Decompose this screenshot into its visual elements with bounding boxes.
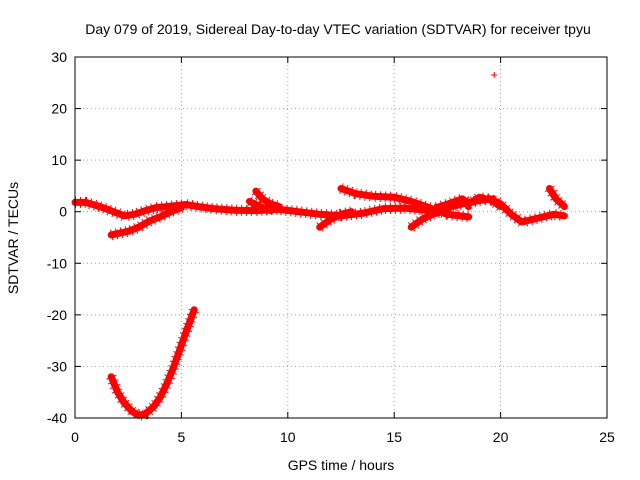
y-axis-label: SDTVAR / TECUs <box>5 182 21 294</box>
series-lower-arc <box>106 306 200 422</box>
y-tick-label: -30 <box>47 358 67 374</box>
y-tick-label: 30 <box>51 49 67 65</box>
x-tick-label: 0 <box>71 429 79 445</box>
data-point <box>491 72 498 79</box>
y-tick-label: 20 <box>51 101 67 117</box>
x-tick-label: 15 <box>386 429 402 445</box>
data-trace-marks <box>435 191 504 213</box>
chart-title: Day 079 of 2019, Sidereal Day-to-day VTE… <box>85 21 591 37</box>
data-trace <box>546 185 568 211</box>
x-tick-labels: 0 5 10 15 20 25 <box>71 429 615 445</box>
data-trace <box>407 206 451 231</box>
series-outlier <box>491 72 498 79</box>
series-mid-bump <box>251 187 283 212</box>
y-tick-label: 0 <box>59 204 67 220</box>
x-tick-label: 10 <box>280 429 296 445</box>
data-trace <box>246 197 275 215</box>
data-trace-marks <box>316 206 353 232</box>
data-trace <box>107 306 198 419</box>
x-tick-label: 20 <box>493 429 509 445</box>
series-slant-8h <box>246 196 275 216</box>
series-dip-16h <box>407 204 451 232</box>
series-wave-17h <box>433 191 505 213</box>
x-tick-label: 25 <box>599 429 615 445</box>
tick-marks <box>74 56 608 419</box>
series-main-band <box>71 193 568 228</box>
data-trace <box>107 204 185 239</box>
x-axis-label: GPS time / hours <box>288 457 395 473</box>
y-tick-labels: -40 -30 -20 -10 0 10 20 30 <box>47 49 67 426</box>
grid-lines <box>75 57 607 418</box>
x-tick-label: 5 <box>178 429 186 445</box>
series-lower-ramp <box>107 202 185 241</box>
y-tick-label: -20 <box>47 307 67 323</box>
y-tick-label: -40 <box>47 410 67 426</box>
data-trace-marks <box>251 187 281 212</box>
y-tick-label: 10 <box>51 152 67 168</box>
data-points <box>71 72 569 422</box>
series-dip-11h <box>316 206 356 232</box>
data-trace-marks <box>75 193 566 228</box>
y-tick-label: -10 <box>47 255 67 271</box>
plot-frame <box>74 56 608 419</box>
series-tail-22h <box>544 185 569 211</box>
